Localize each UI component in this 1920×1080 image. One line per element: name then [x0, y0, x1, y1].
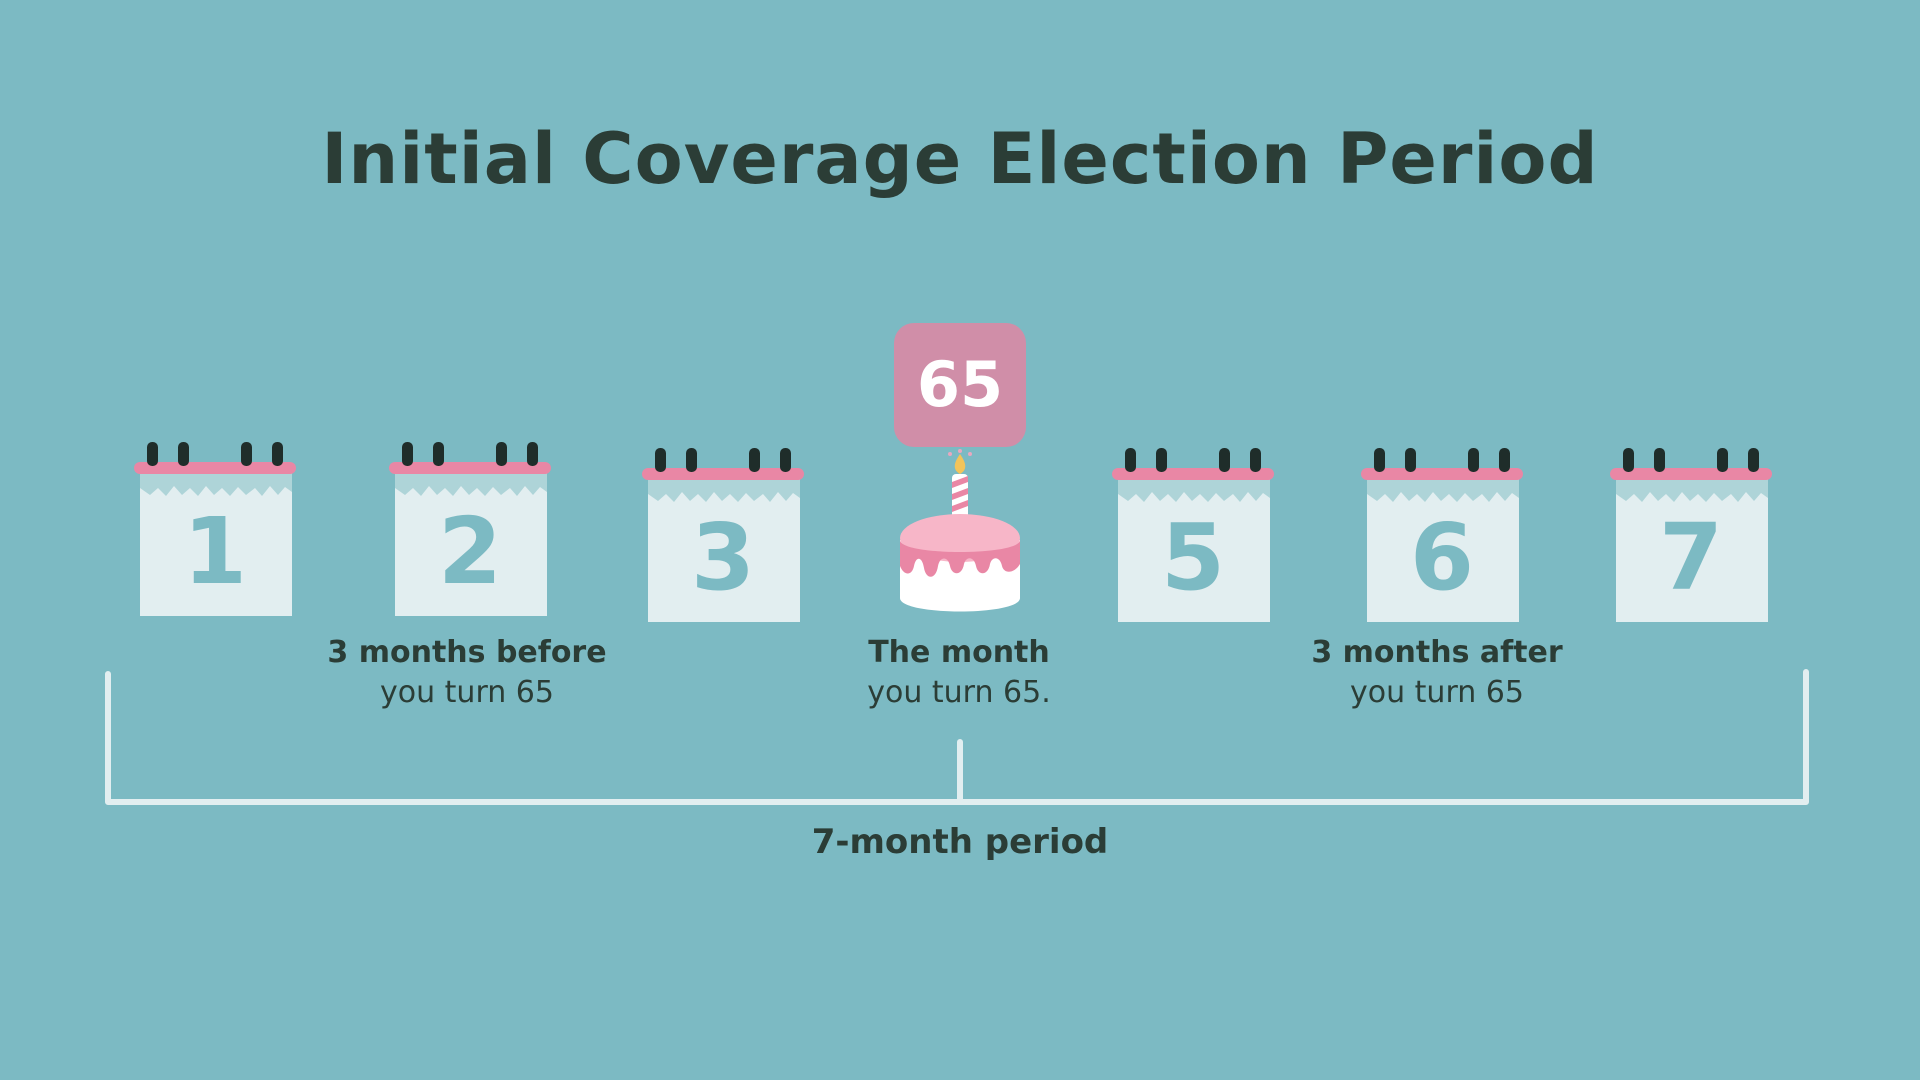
caption-months-after: 3 months after you turn 65: [1257, 633, 1617, 713]
period-label: 7-month period: [811, 822, 1109, 862]
calendar-icon-month-3: 3: [638, 446, 808, 626]
caption-after-text: you turn 65: [1350, 675, 1524, 710]
calendar-icon-month-7: 7: [1606, 446, 1776, 626]
caption-month-heading: The month: [868, 635, 1050, 670]
calendar-number: 6: [1409, 504, 1474, 611]
calendar-number: 5: [1160, 504, 1225, 611]
period-bracket: [105, 669, 1809, 805]
caption-before-text: you turn 65: [380, 675, 554, 710]
age-65-badge: 65: [894, 323, 1026, 447]
calendar-number: 2: [437, 498, 502, 605]
caption-after-heading: 3 months after: [1311, 635, 1563, 670]
caption-before-heading: 3 months before: [327, 635, 607, 670]
calendar-icon-month-2: 2: [385, 440, 555, 620]
caption-birthday-month: The month you turn 65.: [779, 633, 1139, 713]
birthday-cake-icon: [890, 448, 1030, 623]
calendar-number: 1: [182, 498, 247, 605]
calendar-icon-month-1: 1: [130, 440, 300, 620]
calendar-number: 3: [690, 504, 755, 611]
calendar-icon-month-6: 6: [1357, 446, 1527, 626]
calendar-icon-month-5: 5: [1108, 446, 1278, 626]
page-title: Initial Coverage Election Period: [321, 118, 1599, 200]
caption-months-before: 3 months before you turn 65: [287, 633, 647, 713]
caption-month-text: you turn 65.: [867, 675, 1051, 710]
calendar-number: 7: [1658, 504, 1723, 611]
